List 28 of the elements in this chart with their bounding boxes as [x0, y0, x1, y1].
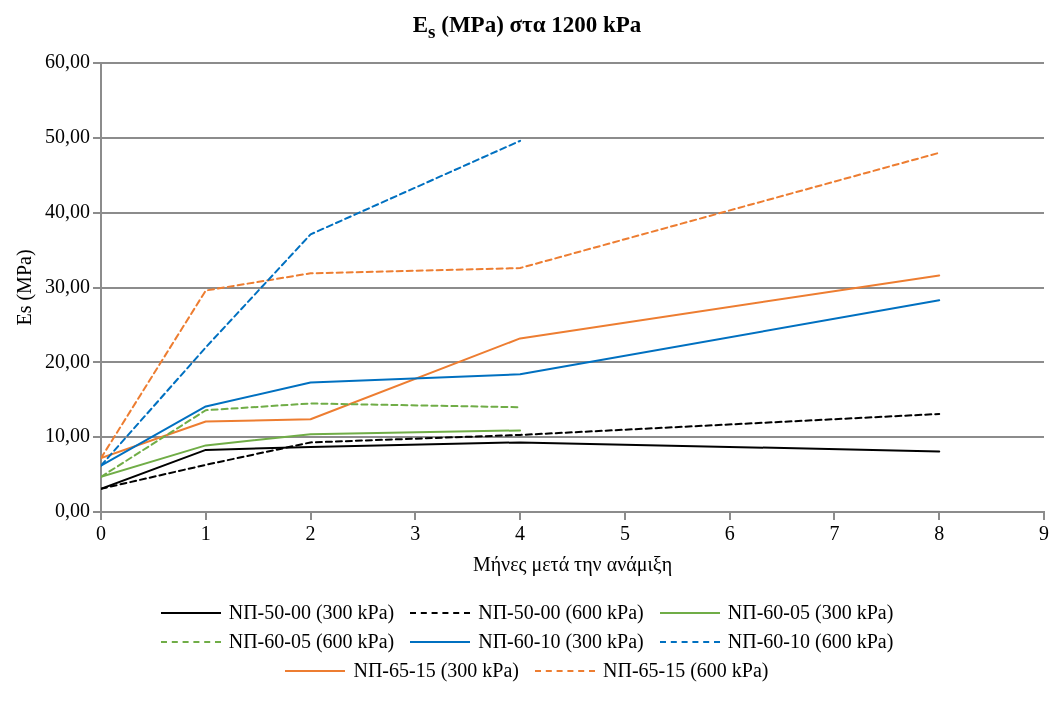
- y-tick-label: 60,00: [45, 50, 90, 73]
- x-tick-label: 5: [619, 522, 630, 545]
- y-tick-label: 40,00: [45, 199, 90, 222]
- x-tick-label: 4: [515, 522, 526, 545]
- y-tick-label: 10,00: [45, 424, 90, 447]
- chart-title: E$_{s}$ (MPa) στα 1200 kPa: [411, 12, 643, 43]
- legend-label: ΝΠ-50-00 (600 kPa): [478, 601, 644, 624]
- x-tick-label: 2: [305, 522, 316, 545]
- y-tick-label: 50,00: [45, 125, 90, 148]
- legend-label: ΝΠ-60-10 (300 kPa): [478, 630, 644, 653]
- legend-label: ΝΠ-60-05 (600 kPa): [228, 630, 395, 653]
- legend-label: ΝΠ-65-15 (300 kPa): [353, 659, 519, 682]
- legend-label: ΝΠ-60-05 (300 kPa): [727, 601, 894, 624]
- y-tick-label: 30,00: [45, 274, 90, 297]
- x-tick-label: 3: [410, 522, 421, 545]
- legend-label: ΝΠ-60-10 (600 kPa): [727, 630, 894, 653]
- y-tick-label: 0,00: [55, 499, 90, 522]
- y-tick-label: 20,00: [45, 349, 90, 372]
- legend-label: ΝΠ-65-15 (600 kPa): [603, 659, 769, 682]
- legend-label: ΝΠ-50-00 (300 kPa): [228, 601, 395, 624]
- y-axis-title: Es (MPa): [13, 249, 37, 326]
- x-tick-label: 0: [96, 522, 106, 545]
- x-tick-label: 9: [1039, 522, 1049, 545]
- x-tick-label: 1: [200, 522, 211, 545]
- x-axis-title: Μήνες μετά την ανάμιξη: [472, 553, 673, 577]
- x-tick-label: 6: [724, 522, 735, 545]
- x-tick-label: 8: [934, 522, 945, 545]
- x-tick-label: 7: [829, 522, 840, 545]
